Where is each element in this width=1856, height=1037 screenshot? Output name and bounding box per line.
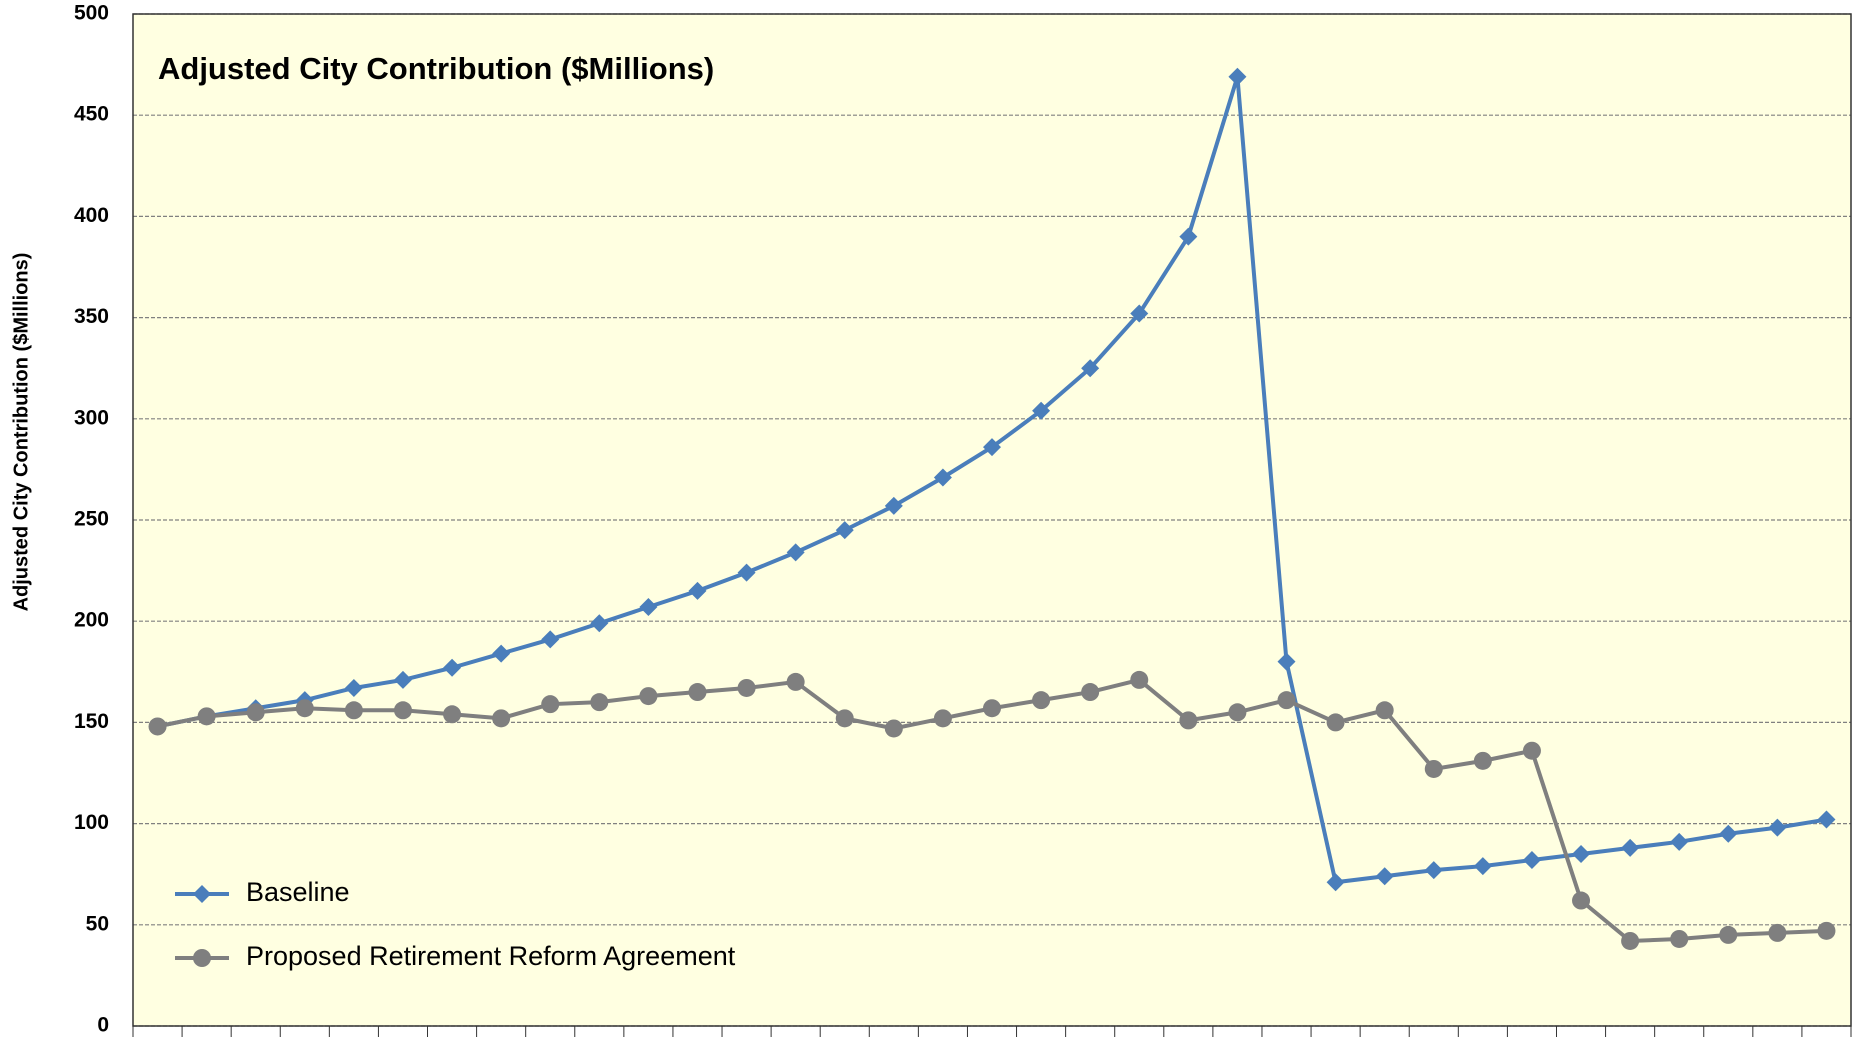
marker: [1522, 851, 1541, 870]
marker: [983, 699, 1001, 718]
marker: [933, 709, 952, 728]
marker: [1817, 810, 1836, 829]
marker: [1572, 844, 1591, 863]
y-tick-label: 400: [74, 204, 109, 227]
marker: [246, 703, 265, 722]
marker: [1572, 891, 1591, 910]
marker: [1375, 867, 1394, 886]
chart-title: Adjusted City Contribution ($Millions): [158, 51, 714, 86]
marker: [983, 438, 1001, 457]
marker: [1228, 67, 1247, 86]
marker: [688, 683, 707, 702]
marker: [541, 630, 560, 649]
marker: [835, 521, 854, 540]
y-tick-label: 50: [86, 912, 109, 935]
marker: [1179, 227, 1198, 246]
marker: [1670, 929, 1689, 948]
y-tick-label: 300: [74, 406, 109, 429]
marker: [1424, 759, 1443, 778]
marker: [688, 581, 707, 600]
legend-label: Baseline: [246, 877, 350, 907]
marker: [884, 496, 903, 515]
marker: [1032, 401, 1051, 420]
marker: [1130, 670, 1149, 689]
marker: [443, 658, 462, 677]
marker: [393, 701, 412, 720]
marker: [590, 693, 609, 712]
y-tick-label: 500: [74, 2, 109, 25]
marker: [148, 717, 167, 736]
marker: [1719, 925, 1738, 944]
marker: [1130, 304, 1149, 323]
legend-marker: [193, 949, 211, 967]
marker: [1179, 711, 1198, 730]
marker: [344, 678, 363, 697]
marker: [737, 678, 756, 697]
marker: [1817, 921, 1836, 940]
y-tick-label: 250: [74, 508, 109, 531]
marker: [1768, 818, 1787, 837]
marker: [1473, 857, 1492, 876]
marker: [492, 709, 511, 728]
marker: [1081, 683, 1100, 702]
marker: [1670, 832, 1689, 851]
marker: [590, 614, 609, 633]
y-tick-label: 100: [74, 811, 109, 834]
y-tick-label: 150: [74, 710, 109, 733]
marker: [1032, 691, 1051, 710]
marker: [1719, 824, 1738, 843]
marker: [1621, 931, 1640, 950]
legend-marker: [193, 885, 211, 903]
marker: [786, 672, 805, 691]
marker: [884, 719, 903, 738]
marker: [1277, 691, 1296, 710]
marker: [1424, 861, 1443, 880]
marker: [1522, 741, 1541, 760]
marker: [639, 687, 658, 706]
marker: [295, 699, 314, 718]
marker: [1326, 713, 1345, 732]
marker: [1621, 838, 1640, 857]
y-tick-label: 0: [97, 1014, 109, 1037]
marker: [1768, 923, 1787, 942]
marker: [393, 670, 412, 689]
marker: [197, 707, 216, 726]
marker: [541, 695, 560, 714]
marker: [933, 468, 952, 487]
y-tick-label: 200: [74, 609, 109, 632]
marker: [344, 701, 363, 720]
y-axis-label: Adjusted City Contribution ($Millions): [10, 253, 32, 612]
marker: [1081, 359, 1100, 378]
plot-border: [132, 13, 1852, 1027]
marker: [835, 709, 854, 728]
marker: [492, 644, 511, 663]
marker: [1326, 873, 1345, 892]
marker: [1375, 701, 1394, 720]
marker: [639, 598, 658, 617]
marker: [443, 705, 462, 724]
y-tick-label: 350: [74, 305, 109, 328]
marker: [737, 563, 756, 582]
marker: [1473, 751, 1492, 770]
marker: [1277, 652, 1296, 671]
legend-label: Proposed Retirement Reform Agreement: [246, 941, 736, 971]
marker: [786, 543, 805, 562]
y-tick-label: 450: [74, 103, 109, 126]
marker: [1228, 703, 1247, 722]
